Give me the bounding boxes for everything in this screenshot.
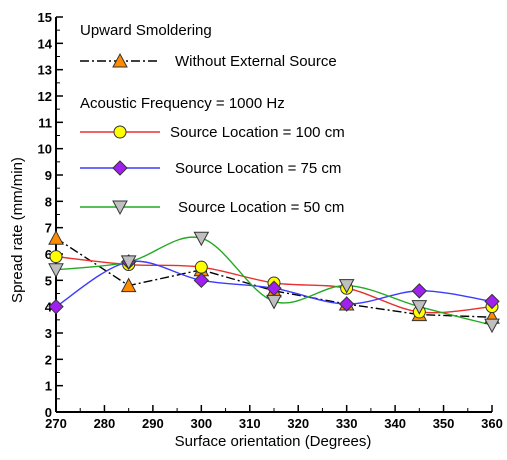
legend-marker-0 — [112, 52, 128, 68]
legend-marker-1 — [113, 125, 127, 139]
y-tick-label: 14 — [38, 36, 53, 51]
legend-entries: Without External Source Source Location =… — [80, 52, 345, 216]
series-3-point — [266, 294, 282, 310]
y-tick-label: 8 — [45, 194, 52, 209]
y-tick-label: 11 — [38, 115, 52, 130]
y-tick-label: 1 — [45, 379, 52, 394]
legend-marker-2 — [112, 160, 128, 176]
y-tick-label: 6 — [45, 247, 52, 262]
x-tick-label: 340 — [384, 416, 406, 431]
legend-label-3: Source Location = 50 cm — [178, 199, 344, 216]
series-0-point — [120, 277, 137, 293]
y-tick-label: 15 — [38, 10, 52, 25]
series-3-point — [193, 231, 210, 247]
legend-label-2: Source Location = 75 cm — [175, 160, 341, 177]
x-tick-label: 330 — [336, 416, 358, 431]
x-tick-label: 280 — [94, 416, 116, 431]
y-tick-label: 7 — [45, 221, 52, 236]
series-3-point — [411, 300, 428, 315]
x-tick-label: 310 — [239, 416, 261, 431]
y-axis-title: Spread rate (mm/min) — [9, 157, 26, 303]
legend-subheading: Acoustic Frequency = 1000 Hz — [80, 95, 285, 112]
legend-label-1: Source Location = 100 cm — [170, 124, 345, 141]
y-tick-label: 12 — [38, 89, 52, 104]
y-tick-label: 10 — [38, 142, 52, 157]
x-tick-label: 290 — [142, 416, 164, 431]
y-tick-label: 5 — [45, 273, 52, 288]
y-tick-label: 0 — [45, 405, 52, 420]
y-tick-label: 9 — [45, 168, 52, 183]
series-markers — [48, 230, 500, 334]
x-tick-label: 360 — [481, 416, 503, 431]
series-3-point — [48, 263, 64, 278]
x-axis-title: Surface orientation (Degrees) — [175, 433, 372, 450]
series-2-point — [484, 293, 500, 310]
x-tick-label: 300 — [190, 416, 212, 431]
y-tick-label: 2 — [45, 352, 52, 367]
series-3-point — [484, 318, 500, 334]
x-tick-label: 320 — [287, 416, 309, 431]
legend: Upward Smoldering Acoustic Frequency = 1… — [80, 22, 345, 216]
series-3-point — [338, 279, 355, 294]
x-axis: 270 280 290 300 310 320 330 340 350 360 — [45, 405, 503, 431]
series-2-point — [48, 298, 64, 315]
legend-label-0: Without External Source — [175, 53, 337, 70]
series-0-point — [48, 230, 64, 245]
series-3-point — [120, 255, 137, 270]
series-2-point — [338, 296, 355, 312]
x-tick-label: 270 — [45, 416, 67, 431]
y-tick-label: 4 — [45, 300, 53, 315]
series-1-point — [194, 260, 208, 274]
series-2-point — [411, 283, 428, 299]
x-tick-label: 350 — [433, 416, 455, 431]
legend-marker-3 — [112, 200, 128, 216]
series-1-point — [49, 250, 63, 264]
y-tick-label: 3 — [45, 326, 52, 341]
y-tick-label: 13 — [38, 63, 52, 78]
legend-heading: Upward Smoldering — [80, 22, 212, 39]
series-2-point — [193, 272, 210, 289]
